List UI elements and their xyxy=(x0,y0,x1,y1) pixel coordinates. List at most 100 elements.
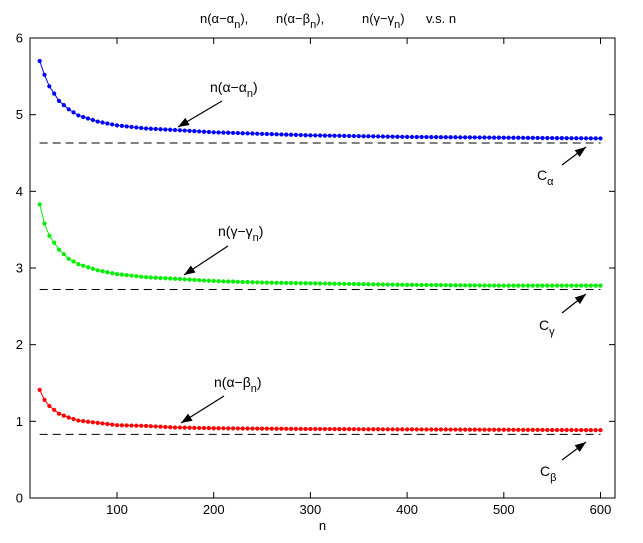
data-point xyxy=(192,129,197,134)
data-point xyxy=(168,276,173,281)
data-point xyxy=(100,421,105,426)
data-point xyxy=(303,133,308,138)
data-point xyxy=(405,134,410,139)
data-point xyxy=(356,427,361,432)
data-point xyxy=(192,425,197,430)
data-point xyxy=(245,280,250,285)
data-point xyxy=(434,135,439,140)
data-point xyxy=(153,424,158,429)
data-point xyxy=(124,423,129,428)
data-point xyxy=(85,419,91,424)
data-point xyxy=(158,275,163,281)
data-point xyxy=(346,281,352,287)
data-point xyxy=(463,135,468,140)
data-point xyxy=(405,282,410,287)
data-point xyxy=(308,426,313,432)
data-point xyxy=(530,135,535,140)
data-point xyxy=(158,127,163,132)
data-point xyxy=(216,426,221,431)
data-point xyxy=(90,117,95,123)
data-point xyxy=(298,132,303,138)
data-point xyxy=(569,283,574,288)
data-point xyxy=(332,281,337,286)
data-point xyxy=(264,426,270,431)
data-point xyxy=(375,427,381,432)
data-point xyxy=(134,423,139,428)
data-point xyxy=(172,425,178,430)
data-point xyxy=(593,428,598,433)
data-point xyxy=(598,428,603,433)
data-point xyxy=(259,131,265,136)
data-point xyxy=(187,425,192,430)
data-point xyxy=(85,116,91,121)
data-point xyxy=(42,397,47,402)
data-point xyxy=(100,269,105,274)
data-point xyxy=(308,133,313,138)
data-point xyxy=(255,426,260,431)
data-point xyxy=(380,134,386,139)
data-point xyxy=(322,281,328,286)
data-point xyxy=(579,427,584,433)
data-point xyxy=(163,424,168,430)
data-point xyxy=(182,128,187,133)
data-point xyxy=(240,131,245,136)
data-point xyxy=(521,283,526,288)
data-point xyxy=(288,280,294,286)
data-point xyxy=(259,426,265,431)
data-point xyxy=(598,136,603,141)
data-point xyxy=(366,134,371,139)
data-point xyxy=(81,114,86,120)
data-point xyxy=(66,415,71,420)
data-point xyxy=(201,278,207,283)
data-point xyxy=(264,280,270,285)
data-point xyxy=(496,135,502,140)
data-point xyxy=(550,135,555,141)
data-point xyxy=(206,278,211,283)
data-point xyxy=(211,278,216,284)
data-point xyxy=(322,426,328,432)
series-gamma xyxy=(37,202,603,290)
data-point xyxy=(405,427,410,432)
title-part: n(γ−γn) xyxy=(362,11,405,31)
data-point xyxy=(240,279,245,285)
data-point xyxy=(221,279,226,284)
data-point xyxy=(371,134,376,139)
data-point xyxy=(516,427,521,432)
data-point xyxy=(317,133,323,138)
data-point xyxy=(269,426,274,431)
data-point xyxy=(525,283,531,288)
data-point xyxy=(342,281,347,286)
curve-label-alpha: n(α−αn) xyxy=(210,79,258,100)
data-point xyxy=(317,426,323,432)
data-point xyxy=(351,281,357,287)
data-point xyxy=(588,283,593,288)
x-tick-label: 300 xyxy=(300,502,322,517)
data-point xyxy=(400,427,405,432)
data-point xyxy=(255,280,260,285)
data-point xyxy=(201,129,207,134)
data-point xyxy=(259,280,265,285)
data-point xyxy=(438,427,444,432)
data-point xyxy=(139,274,144,279)
data-point xyxy=(206,426,211,431)
data-point xyxy=(390,427,395,432)
data-point xyxy=(71,416,76,422)
data-point xyxy=(255,131,260,136)
data-point xyxy=(76,113,81,118)
data-point xyxy=(56,98,62,103)
plot-area xyxy=(37,58,603,435)
data-point xyxy=(429,134,434,140)
data-point xyxy=(177,276,182,282)
data-point xyxy=(525,427,531,432)
curve-label-gamma: n(γ−γn) xyxy=(218,223,263,244)
x-tick-label: 100 xyxy=(106,502,128,517)
data-point xyxy=(274,280,279,285)
data-point xyxy=(593,283,598,288)
curve-arrow-beta xyxy=(180,395,225,424)
data-point xyxy=(375,282,381,287)
data-point xyxy=(380,427,386,432)
data-point xyxy=(226,279,231,284)
data-point xyxy=(554,135,560,141)
data-point xyxy=(42,72,47,77)
data-point xyxy=(375,134,381,139)
